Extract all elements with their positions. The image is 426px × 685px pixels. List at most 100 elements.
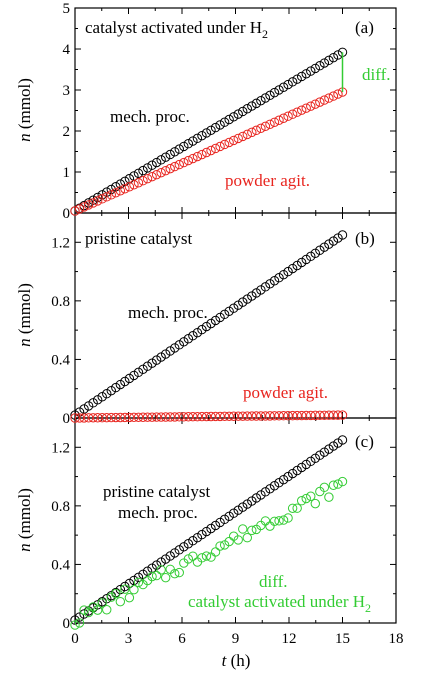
data-point [233, 133, 243, 144]
data-point [306, 66, 316, 76]
data-point [97, 194, 107, 204]
data-point [183, 554, 194, 564]
data-point [269, 87, 280, 98]
data-point [106, 412, 116, 423]
data-point [111, 188, 121, 198]
data-point [315, 97, 325, 107]
data-point [97, 190, 107, 200]
panel-b-annotation-powder: powder agit. [243, 383, 328, 402]
data-point [283, 513, 293, 523]
data-point [147, 571, 157, 582]
data-point [210, 411, 221, 422]
data-point [111, 588, 121, 599]
data-point [188, 153, 198, 164]
data-point [301, 410, 311, 421]
data-point [274, 115, 284, 125]
panel-c-label: (c) [355, 432, 374, 451]
x-tick-label: 15 [335, 631, 350, 647]
data-point [337, 410, 348, 420]
data-point [238, 411, 248, 421]
data-point [170, 147, 180, 157]
panel-a-annotation-powder: powder agit. [225, 171, 310, 190]
data-point [197, 130, 207, 141]
data-point [179, 141, 189, 152]
panel-a-ylabel: n (mmol) [15, 78, 34, 142]
data-point [328, 480, 339, 490]
data-point [201, 147, 212, 158]
data-point [92, 605, 103, 615]
data-point [142, 174, 153, 184]
data-point [242, 129, 252, 140]
data-point [296, 410, 307, 421]
data-point [74, 618, 85, 628]
data-point [337, 435, 348, 445]
data-point [228, 135, 239, 146]
panel-c-annotation-pristine: pristine catalyst [103, 482, 210, 501]
data-point [183, 412, 194, 422]
data-point [192, 151, 203, 162]
data-point [278, 515, 289, 525]
data-point [306, 491, 316, 501]
data-point [74, 204, 85, 214]
data-point [296, 105, 307, 115]
data-point [142, 412, 153, 422]
data-point [233, 411, 243, 421]
data-point [278, 113, 289, 123]
data-point [251, 411, 262, 421]
data-point [310, 63, 320, 74]
data-point [179, 157, 189, 168]
y-tick-label: 1.2 [51, 440, 70, 456]
data-point [174, 567, 184, 578]
data-point [287, 77, 298, 87]
data-point [238, 106, 248, 117]
data-point [83, 413, 94, 423]
data-point [102, 605, 112, 615]
data-point [292, 410, 302, 421]
data-point [120, 184, 130, 194]
data-point [197, 411, 207, 422]
data-point [147, 171, 157, 182]
data-point [315, 410, 325, 421]
data-point [206, 411, 216, 422]
data-point [201, 411, 212, 422]
data-point [256, 123, 266, 134]
data-point [319, 58, 330, 68]
panel-c-annotation-mech: mech. proc. [118, 503, 198, 522]
data-point [197, 553, 207, 563]
panel-a-label: (a) [355, 18, 374, 37]
data-point [88, 198, 98, 208]
data-point [310, 410, 320, 421]
data-point [215, 541, 225, 551]
data-point [224, 137, 234, 148]
data-point [233, 535, 243, 545]
data-point [133, 577, 144, 588]
data-point [170, 568, 180, 579]
y-tick-label: 0.4 [51, 557, 70, 573]
data-point [224, 114, 234, 125]
x-tick-label: 12 [282, 631, 297, 647]
x-tick-label: 0 [71, 631, 79, 647]
data-point [224, 411, 234, 422]
data-point [333, 479, 343, 489]
data-point [333, 89, 343, 99]
data-point [124, 182, 135, 192]
data-point [238, 131, 248, 142]
x-tick-label: 9 [232, 631, 240, 647]
data-point [228, 112, 239, 122]
data-point [233, 109, 243, 119]
data-point [269, 516, 280, 526]
y-tick-label: 2 [63, 124, 71, 140]
data-point [278, 411, 289, 421]
data-point [238, 524, 248, 534]
data-point [319, 482, 330, 493]
data-point [287, 109, 298, 119]
data-point [242, 104, 252, 114]
data-point [274, 85, 284, 95]
data-point [292, 503, 302, 513]
data-point [319, 410, 330, 420]
data-point [265, 119, 275, 129]
data-point [170, 412, 180, 422]
data-point [301, 493, 311, 504]
y-tick-label: 1 [63, 165, 71, 181]
data-point [301, 103, 311, 113]
